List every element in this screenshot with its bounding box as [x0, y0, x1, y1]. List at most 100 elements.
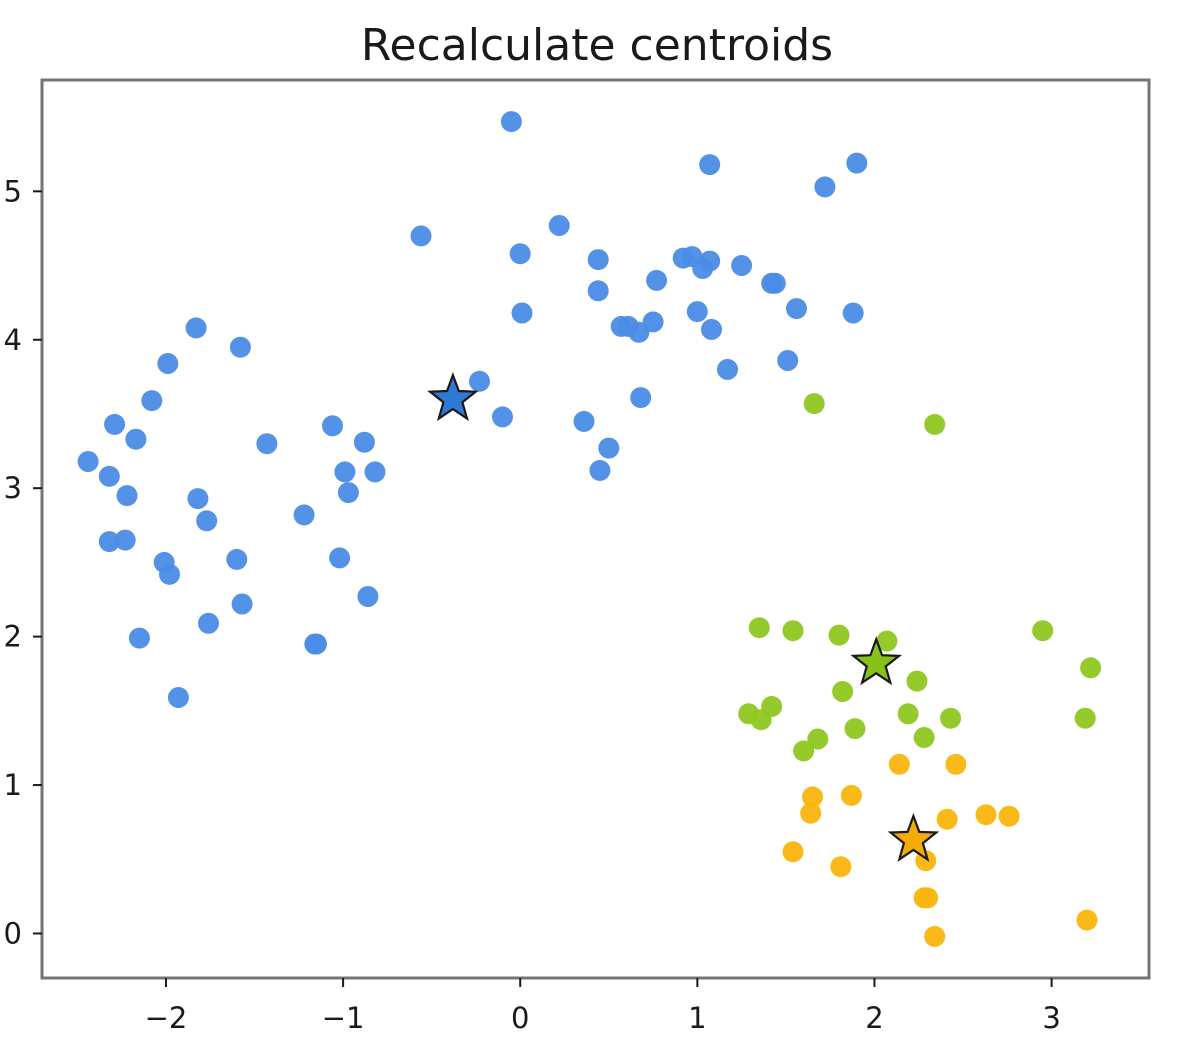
chart-title: Recalculate centroids	[361, 20, 833, 71]
centroid-star-3	[887, 812, 940, 862]
data-point-cluster-1-42	[322, 415, 343, 437]
data-point-cluster-1-49	[116, 485, 138, 507]
data-point-cluster-2-6	[876, 630, 898, 652]
data-point-cluster-2-5	[828, 624, 850, 646]
data-point-cluster-2-9	[906, 670, 928, 692]
data-point-cluster-1-55	[226, 548, 248, 570]
data-point-cluster-3-14	[1076, 909, 1098, 931]
data-point-cluster-1-16	[764, 272, 786, 294]
data-point-cluster-1-18	[511, 302, 533, 324]
data-point-cluster-2-17	[844, 718, 866, 740]
data-point-cluster-1-2	[699, 154, 721, 176]
data-point-cluster-1-54	[114, 529, 136, 551]
data-point-cluster-1-6	[548, 215, 570, 236]
data-point-cluster-2-10	[832, 681, 854, 702]
data-point-cluster-2-1	[803, 393, 825, 415]
y-tick-label: 2	[4, 620, 22, 654]
x-tick-label: −2	[145, 1001, 188, 1035]
data-point-cluster-2-19	[793, 740, 815, 762]
data-point-cluster-2-7	[1032, 620, 1054, 642]
data-point-cluster-1-58	[159, 563, 180, 585]
data-point-cluster-1-36	[229, 336, 251, 358]
data-point-cluster-1-47	[77, 451, 99, 472]
data-point-cluster-1-34	[589, 459, 611, 481]
x-axis: −2 −1 0 1 2 3	[145, 978, 1061, 1035]
data-point-cluster-1-8	[587, 249, 609, 271]
data-point-cluster-2-2	[924, 413, 946, 435]
data-point-cluster-1-32	[573, 410, 595, 432]
data-point-cluster-1-7	[509, 243, 531, 265]
x-tick-label: 1	[688, 1001, 706, 1035]
data-point-cluster-1-35	[185, 317, 207, 339]
data-point-cluster-3-5	[800, 802, 822, 824]
data-point-cluster-3-10	[830, 856, 852, 878]
y-tick-label: 4	[4, 323, 22, 357]
data-point-cluster-1-19	[686, 301, 708, 323]
data-point-cluster-1-56	[329, 547, 351, 569]
data-point-cluster-1-62	[128, 627, 150, 649]
data-point-cluster-1-45	[364, 461, 386, 483]
data-point-cluster-1-50	[187, 488, 209, 510]
centroid-markers	[427, 371, 940, 862]
data-point-cluster-1-53	[98, 531, 120, 553]
plot-area-frame	[40, 78, 1151, 980]
data-point-cluster-3-4	[840, 784, 862, 806]
data-point-cluster-1-40	[125, 428, 147, 450]
y-tick-label: 1	[4, 768, 22, 802]
data-point-cluster-1-4	[814, 176, 836, 198]
data-point-cluster-1-31	[492, 406, 513, 428]
data-point-cluster-1-38	[141, 390, 163, 412]
data-point-cluster-1-30	[630, 387, 652, 409]
data-point-cluster-1-13	[731, 255, 753, 276]
data-point-cluster-2-18	[807, 728, 829, 750]
data-point-cluster-3-13	[917, 887, 939, 909]
y-tick-label: 0	[4, 916, 22, 950]
data-point-cluster-2-16	[1074, 707, 1096, 729]
data-point-cluster-3-7	[975, 804, 997, 826]
data-point-cluster-3-1	[888, 753, 910, 775]
data-point-cluster-1-27	[717, 358, 738, 380]
data-point-cluster-1-1	[500, 111, 522, 133]
data-point-cluster-1-46	[337, 482, 359, 504]
data-point-cluster-1-44	[334, 461, 356, 483]
data-point-cluster-3-8	[998, 805, 1020, 827]
data-point-cluster-1-3	[846, 152, 868, 174]
data-point-cluster-2-4	[782, 620, 804, 642]
data-point-cluster-3-3	[802, 786, 823, 808]
centroid-star-1	[427, 371, 479, 422]
data-point-cluster-3-6	[936, 808, 958, 830]
data-point-cluster-3-15	[924, 925, 946, 947]
data-point-cluster-2-13	[761, 695, 783, 717]
data-point-cluster-1-33	[598, 437, 620, 459]
data-point-cluster-1-61	[198, 612, 219, 634]
data-point-cluster-1-14	[646, 269, 668, 291]
data-point-cluster-1-52	[293, 504, 315, 526]
x-tick-label: −1	[322, 1001, 365, 1035]
data-point-cluster-1-65	[167, 687, 189, 708]
data-point-cluster-1-12	[699, 250, 721, 272]
data-point-cluster-2-20	[913, 727, 935, 748]
data-point-cluster-1-21	[842, 302, 864, 324]
data-point-cluster-1-26	[701, 318, 722, 340]
x-tick-label: 0	[511, 1001, 529, 1035]
y-axis: 0 1 2 3 4 5	[4, 174, 42, 950]
centroid-star-2	[850, 636, 903, 686]
data-points	[77, 111, 1102, 947]
data-point-cluster-1-41	[256, 433, 278, 455]
data-point-cluster-1-28	[777, 350, 799, 371]
data-point-cluster-1-64	[306, 633, 327, 655]
data-point-cluster-1-5	[410, 225, 432, 247]
data-point-cluster-3-2	[945, 753, 967, 775]
data-point-cluster-1-17	[587, 280, 609, 302]
data-point-cluster-1-37	[157, 353, 179, 374]
y-tick-label: 3	[4, 471, 22, 505]
x-tick-label: 2	[865, 1001, 883, 1035]
data-point-cluster-1-29	[469, 370, 490, 392]
y-tick-label: 5	[4, 174, 22, 208]
data-point-cluster-1-48	[98, 465, 120, 487]
data-point-cluster-1-51	[196, 510, 218, 532]
data-point-cluster-2-15	[940, 707, 962, 729]
data-point-cluster-3-9	[782, 841, 804, 863]
data-point-cluster-1-59	[231, 593, 253, 615]
